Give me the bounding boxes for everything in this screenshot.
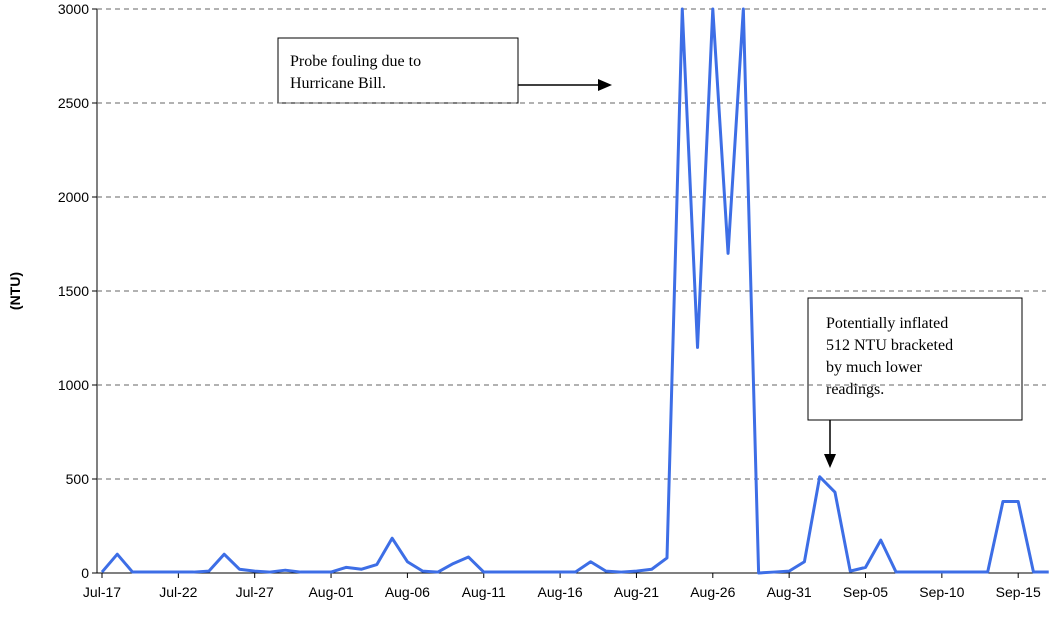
x-tick-label: Aug-31 [767,584,812,600]
annotation-text: Hurricane Bill. [290,75,386,92]
x-tick-label: Sep-15 [996,584,1041,600]
x-tick-label: Sep-10 [919,584,964,600]
x-tick-label: Aug-11 [462,584,506,600]
data-line [100,7,1049,575]
annotation-text: Potentially inflated [826,315,948,332]
annotation-text: readings. [826,381,884,398]
x-tick-label: Aug-26 [690,584,735,600]
y-tick-label: 1000 [58,377,89,393]
annotation-box [807,297,1023,421]
x-tick-label: Aug-16 [538,584,583,600]
y-tick-label: 2000 [58,189,89,205]
y-tick-label: 3000 [58,1,89,17]
annotation-text: by much lower [826,359,923,376]
y-tick-label: 1500 [58,283,89,299]
x-tick-label: Aug-06 [385,584,430,600]
x-tick-label: Aug-01 [308,584,353,600]
x-tick-label: Jul-27 [236,584,274,600]
arrow-head [598,79,612,91]
y-tick-label: 2500 [58,95,89,111]
arrow-head [824,454,836,468]
annotation-text: 512 NTU bracketed [826,337,953,354]
x-tick-label: Sep-05 [843,584,888,600]
x-tick-label: Jul-22 [159,584,197,600]
y-tick-label: 0 [81,565,89,581]
x-tick-label: Jul-17 [83,584,121,600]
y-tick-label: 500 [66,471,90,487]
x-tick-label: Aug-21 [614,584,659,600]
annotation-box [277,37,519,104]
y-axis-label: (NTU) [7,272,23,310]
annotation-text: Probe fouling due to [290,53,421,70]
